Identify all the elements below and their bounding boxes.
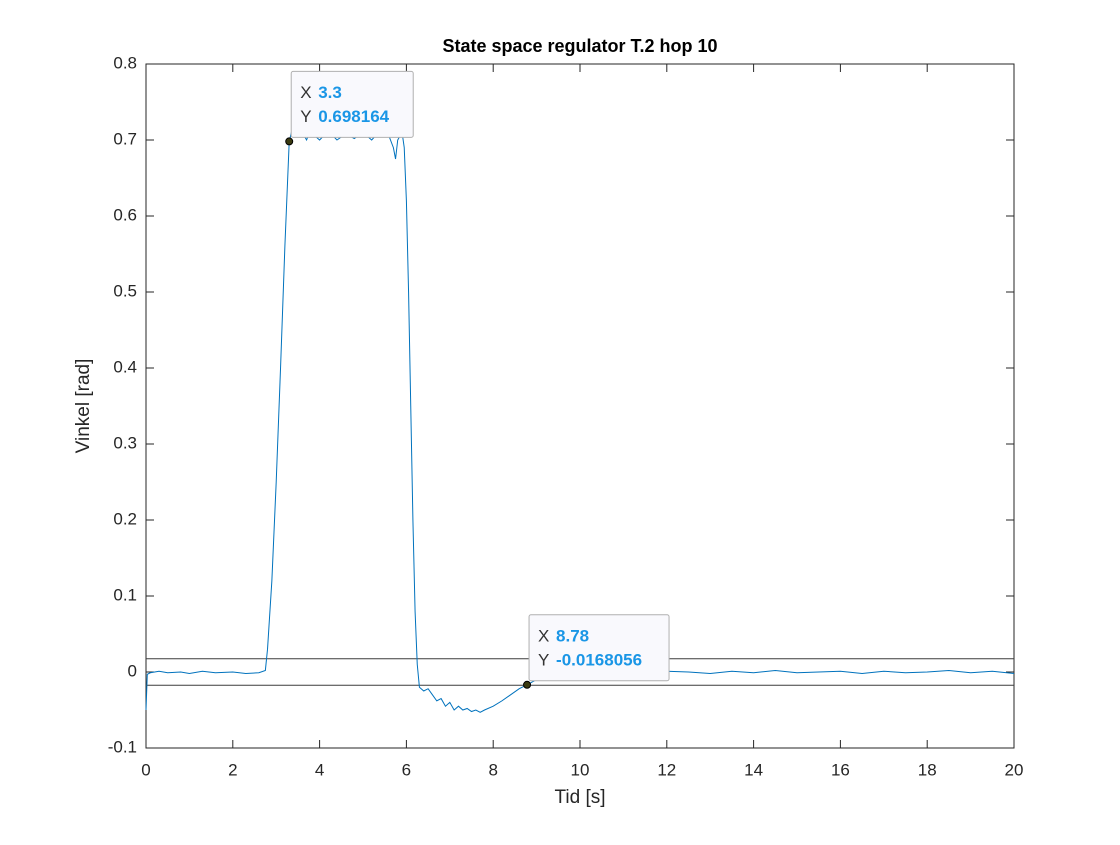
- x-tick-label: 0: [141, 760, 150, 779]
- y-tick-label: 0.5: [113, 281, 137, 300]
- datatip-marker: [285, 137, 294, 146]
- datatip-box: [528, 614, 670, 682]
- datatip-box: [290, 70, 414, 138]
- x-tick-label: 6: [402, 760, 411, 779]
- datatip-key: Y: [300, 107, 311, 126]
- x-tick-label: 18: [918, 760, 937, 779]
- datatip-key: Y: [538, 650, 549, 669]
- datatip-value: 3.3: [318, 83, 342, 102]
- x-tick-label: 20: [1005, 760, 1024, 779]
- datatip-value: 0.698164: [318, 107, 389, 126]
- x-tick-label: 8: [488, 760, 497, 779]
- y-tick-label: 0.4: [113, 357, 137, 376]
- x-tick-label: 10: [571, 760, 590, 779]
- y-tick-label: 0: [128, 661, 137, 680]
- y-tick-label: 0.8: [113, 53, 137, 72]
- y-tick-label: 0.1: [113, 585, 137, 604]
- x-tick-label: 2: [228, 760, 237, 779]
- x-tick-label: 12: [657, 760, 676, 779]
- y-tick-label: 0.2: [113, 509, 137, 528]
- y-axis-label: Vinkel [rad]: [73, 359, 94, 454]
- data-line: [145, 123, 1015, 713]
- datatip-value: 8.78: [556, 626, 589, 645]
- x-axis-label: Tid [s]: [554, 787, 605, 808]
- x-tick-label: 14: [744, 760, 763, 779]
- y-tick-label: 0.3: [113, 433, 137, 452]
- y-tick-label: 0.7: [113, 129, 137, 148]
- datatip-value: -0.0168056: [556, 650, 642, 669]
- x-tick-label: 16: [831, 760, 850, 779]
- datatip-marker: [523, 680, 532, 689]
- chart-title: State space regulator T.2 hop 10: [442, 36, 717, 56]
- x-tick-label: 4: [315, 760, 324, 779]
- datatip-key: X: [538, 626, 549, 645]
- datatip-key: X: [300, 83, 311, 102]
- y-tick-label: 0.6: [113, 205, 137, 224]
- y-tick-label: -0.1: [108, 737, 137, 756]
